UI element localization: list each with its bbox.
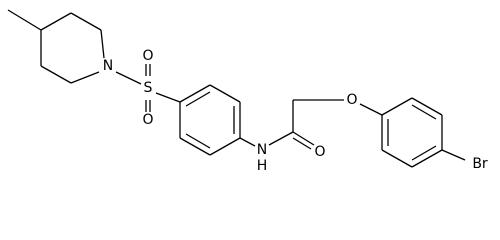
atom-label: O	[142, 112, 153, 128]
atom-label: O	[314, 144, 325, 160]
bonds	[7, 9, 466, 168]
atom-label: O	[346, 92, 357, 108]
atom-label: Br	[472, 156, 488, 172]
atom-label: S	[144, 80, 153, 96]
atom-labels: N S O O N H O O Br	[103, 48, 488, 174]
atom-label: N	[257, 142, 267, 158]
atom-label: O	[142, 48, 153, 64]
atom-label: N	[103, 58, 113, 74]
atom-label: H	[257, 158, 268, 174]
molecule: N S O O N H O O Br	[7, 9, 488, 174]
